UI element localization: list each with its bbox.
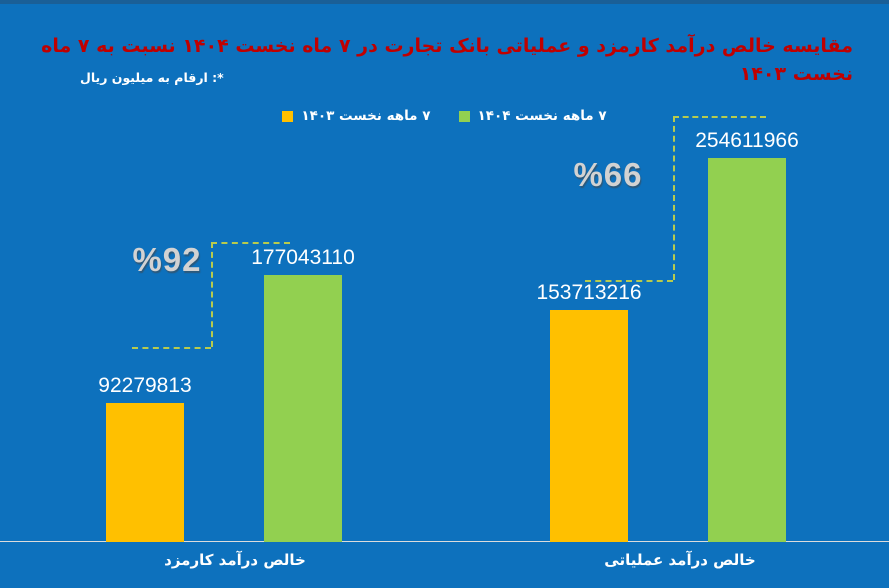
- category-label-0: خالص درآمد کارمزد: [164, 551, 306, 569]
- growth-dash-line-0-1: [211, 242, 213, 347]
- growth-dash-line-1-1: [673, 116, 675, 280]
- value-label-series0-cat0: 92279813: [98, 374, 192, 397]
- bar-series0-cat0: [106, 403, 184, 542]
- growth-dash-line-1-0: [585, 280, 673, 282]
- legend-swatch-icon: [282, 110, 294, 122]
- growth-percent-label-1: %66: [573, 156, 643, 193]
- legend: ۷ ماهه نخست ۱۴۰۳ ۷ ماهه نخست ۱۴۰۴: [0, 108, 889, 124]
- category-label-1: خالص درآمد عملیاتی: [604, 551, 756, 569]
- value-label-series1-cat1: 254611966: [695, 129, 799, 152]
- legend-label: ۷ ماهه نخست ۱۴۰۴: [477, 108, 607, 124]
- growth-dash-line-0-0: [132, 347, 211, 349]
- chart-title: مقایسه خالص درآمد کارمزد و عملیاتی بانک …: [41, 35, 853, 85]
- legend-item-0: ۷ ماهه نخست ۱۴۰۳: [282, 108, 431, 124]
- value-label-series1-cat0: 177043110: [251, 246, 355, 269]
- growth-dash-line-0-2: [211, 242, 290, 244]
- bar-series0-cat1: [550, 310, 628, 542]
- top-strip: [0, 0, 889, 4]
- legend-label: ۷ ماهه نخست ۱۴۰۳: [301, 108, 431, 124]
- x-axis-line: [0, 541, 889, 542]
- legend-swatch-icon: [458, 110, 470, 122]
- value-label-series0-cat1: 153713216: [536, 281, 642, 304]
- growth-dash-line-1-2: [673, 116, 766, 118]
- legend-item-1: ۷ ماهه نخست ۱۴۰۴: [458, 108, 607, 124]
- bar-series1-cat1: [708, 158, 786, 542]
- bar-series1-cat0: [264, 275, 342, 542]
- chart-subtitle: *: ارقام به میلیون ریال: [80, 70, 224, 85]
- growth-percent-label-0: %92: [132, 241, 202, 278]
